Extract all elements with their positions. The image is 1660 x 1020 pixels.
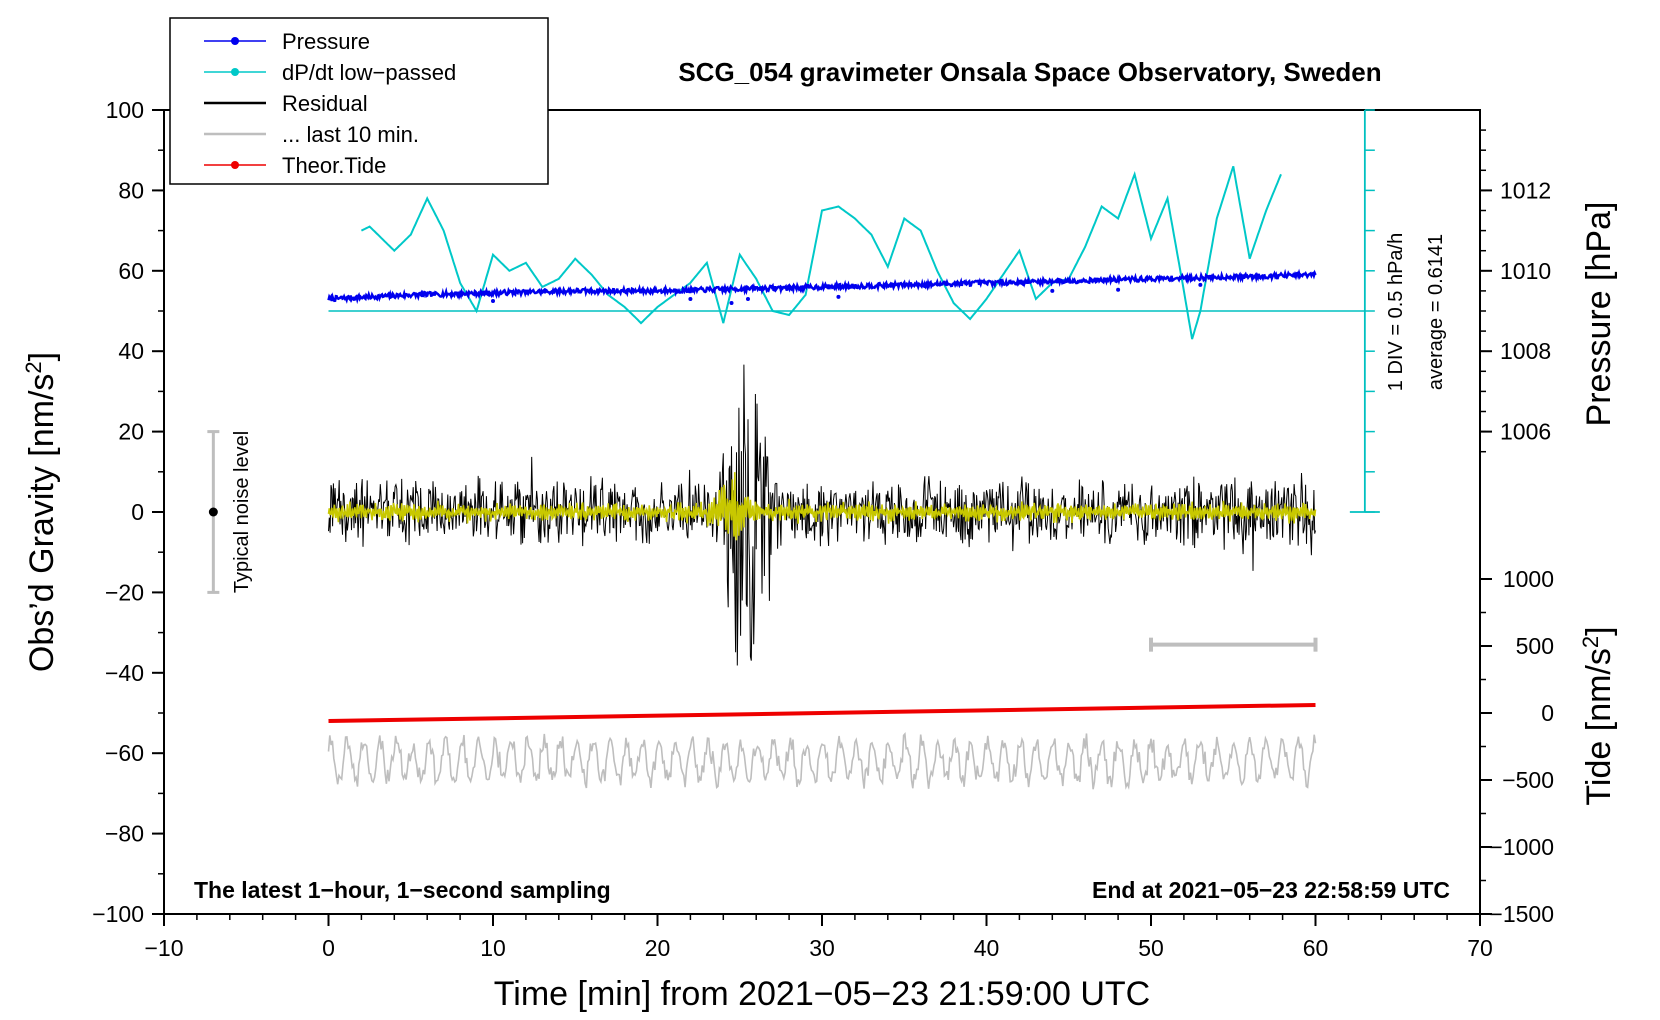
tide-tick-label: 500 bbox=[1516, 633, 1554, 659]
legend-label: Residual bbox=[282, 91, 368, 116]
x-tick-label: 40 bbox=[974, 935, 1000, 961]
x-tick-label: 20 bbox=[645, 935, 671, 961]
tide-axis-label-main: Tide [nm/s bbox=[1580, 648, 1618, 805]
scale-average-label: average = 0.6141 bbox=[1425, 234, 1447, 390]
pressure-point bbox=[491, 298, 495, 303]
y-axis-label-close: ] bbox=[23, 352, 61, 361]
pressure-axis: 1012 1010 1008 1006 bbox=[1480, 129, 1551, 453]
y-tick-label: 100 bbox=[106, 97, 144, 123]
tide-series bbox=[328, 702, 1316, 724]
y-tick-label: −20 bbox=[105, 579, 144, 605]
residual-series bbox=[328, 364, 1316, 666]
y-tick-label: −100 bbox=[92, 901, 144, 927]
y-axis: −100 −80 −60 −40 −20 0 20 40 60 80 100 bbox=[92, 97, 164, 927]
y-tick-label: 40 bbox=[118, 338, 144, 364]
tide-axis-label-close: ] bbox=[1580, 626, 1618, 635]
tide-axis-label-sup: 2 bbox=[1578, 636, 1603, 648]
window-bar bbox=[1149, 637, 1318, 652]
legend-label: ... last 10 min. bbox=[282, 122, 419, 147]
legend-marker bbox=[231, 68, 239, 76]
tide-line bbox=[328, 702, 1316, 724]
residual-smoothed-line bbox=[327, 472, 1317, 541]
pressure-point bbox=[836, 294, 841, 299]
x-tick-label: 0 bbox=[322, 935, 335, 961]
x-axis-label: Time [min] from 2021−05−23 21:59:00 UTC bbox=[494, 975, 1150, 1013]
tide-tick-label: −1500 bbox=[1489, 901, 1554, 927]
annotation-end-time: End at 2021−05−23 22:58:59 UTC bbox=[1092, 877, 1450, 903]
y-tick-label: 20 bbox=[118, 419, 144, 445]
scale-div-label: 1 DIV = 0.5 hPa/h bbox=[1385, 233, 1407, 391]
residual-line bbox=[328, 364, 1316, 666]
scale-bar bbox=[1349, 109, 1380, 513]
pressure-axis-label: Pressure [hPa] bbox=[1580, 202, 1618, 427]
pressure-point bbox=[688, 296, 693, 301]
y-axis-label-main: Obs’d Gravity [nm/s bbox=[23, 374, 61, 673]
pressure-tick-label: 1010 bbox=[1500, 258, 1551, 284]
last-10min-series bbox=[327, 732, 1317, 790]
pressure-point bbox=[1198, 282, 1203, 287]
x-tick-label: −10 bbox=[144, 935, 183, 961]
pressure-point bbox=[745, 296, 750, 301]
y-axis-label-sup: 2 bbox=[21, 361, 46, 373]
x-tick-label: 10 bbox=[480, 935, 506, 961]
tide-tick-label: −1000 bbox=[1489, 834, 1554, 860]
noise-label: Typical noise level bbox=[231, 431, 253, 593]
tide-tick-label: −500 bbox=[1502, 767, 1554, 793]
dpdt-line bbox=[360, 165, 1282, 340]
legend-label: Pressure bbox=[282, 29, 370, 54]
chart-title: SCG_054 gravimeter Onsala Space Observat… bbox=[678, 57, 1381, 87]
pressure-line bbox=[327, 268, 1317, 305]
y-tick-label: 60 bbox=[118, 258, 144, 284]
x-axis: −10 0 10 20 30 40 50 60 70 bbox=[144, 914, 1493, 961]
dpdt-series bbox=[360, 165, 1282, 340]
pressure-tick-label: 1008 bbox=[1500, 338, 1551, 364]
noise-bar bbox=[207, 430, 220, 594]
pressure-tick-label: 1012 bbox=[1500, 177, 1551, 203]
x-tick-label: 50 bbox=[1138, 935, 1164, 961]
y-tick-label: 0 bbox=[131, 499, 144, 525]
y-tick-label: −80 bbox=[105, 821, 144, 847]
legend-marker bbox=[231, 161, 239, 169]
tide-axis-label: Tide [nm/s2] bbox=[1578, 626, 1619, 805]
last-10min-line bbox=[327, 732, 1317, 790]
noise-bar-dot bbox=[208, 507, 218, 517]
tide-tick-label: 0 bbox=[1541, 700, 1554, 726]
pressure-point bbox=[1116, 287, 1121, 292]
legend-label: Theor.Tide bbox=[282, 153, 386, 178]
y-tick-label: −60 bbox=[105, 740, 144, 766]
pressure-tick-label: 1006 bbox=[1500, 419, 1551, 445]
legend: Pressure dP/dt low−passed Residual ... last… bbox=[169, 17, 549, 185]
legend-box bbox=[169, 17, 549, 185]
x-tick-label: 30 bbox=[809, 935, 835, 961]
pressure-series bbox=[327, 268, 1317, 305]
y-axis-label: Obs’d Gravity [nm/s2] bbox=[21, 352, 62, 672]
y-tick-label: −40 bbox=[105, 660, 144, 686]
annotation-sampling: The latest 1−hour, 1−second sampling bbox=[194, 877, 611, 903]
y-tick-label: 80 bbox=[118, 177, 144, 203]
tide-axis: 1000 500 0 −500 −1000 −1500 bbox=[1480, 566, 1554, 927]
pressure-point bbox=[1050, 288, 1055, 293]
tide-tick-label: 1000 bbox=[1503, 566, 1554, 592]
legend-label: dP/dt low−passed bbox=[282, 60, 456, 85]
residual-smoothed-series bbox=[327, 472, 1317, 541]
pressure-point bbox=[729, 300, 734, 305]
x-tick-label: 70 bbox=[1467, 935, 1493, 961]
x-tick-label: 60 bbox=[1303, 935, 1329, 961]
legend-marker bbox=[231, 37, 239, 45]
